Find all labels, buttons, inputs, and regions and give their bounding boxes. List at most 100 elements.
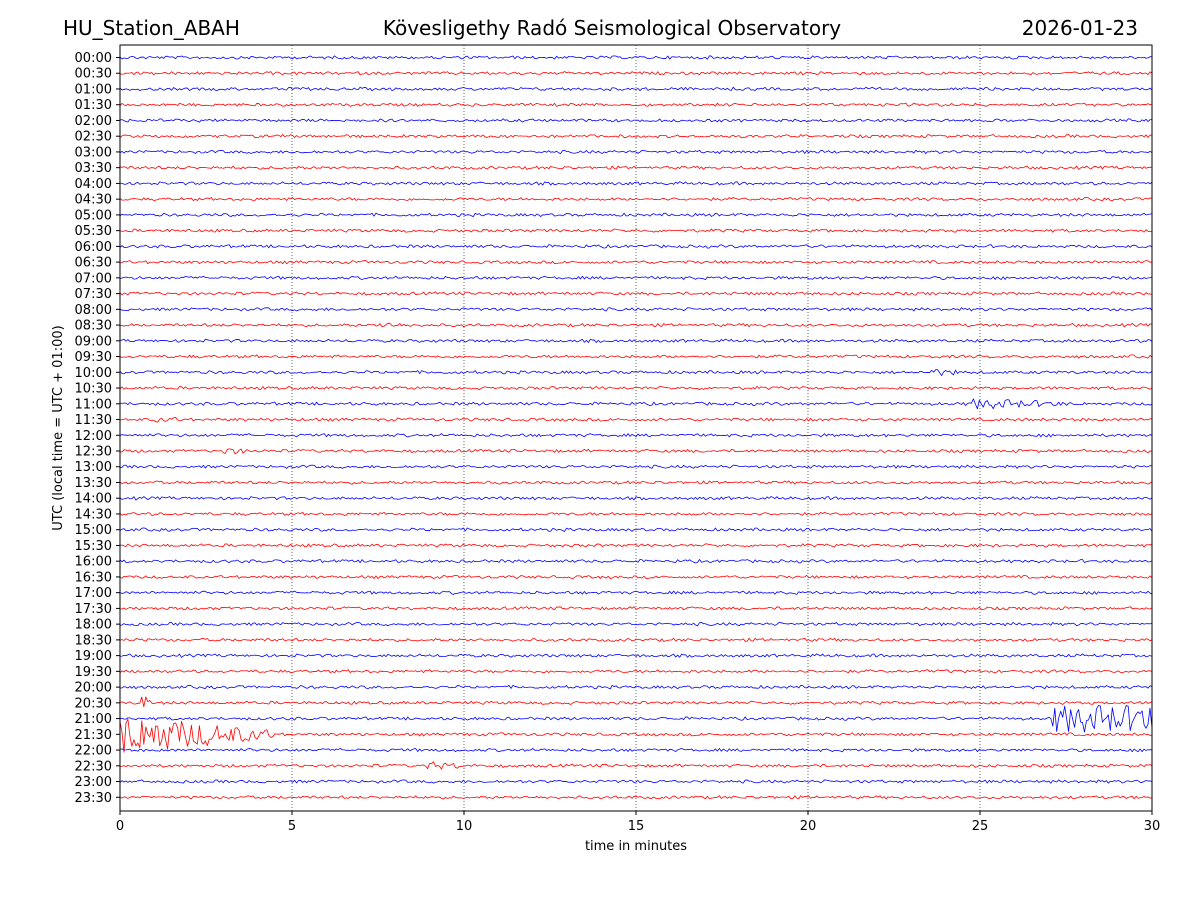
trace-07:00 — [119, 275, 1153, 281]
y-tick-label-05:30: 05:30 — [75, 224, 112, 239]
trace-17:00 — [119, 590, 1153, 595]
trace-10:00 — [119, 369, 1153, 376]
trace-21:30 — [119, 718, 1153, 753]
trace-19:00 — [119, 653, 1153, 658]
y-tick-label-14:00: 14:00 — [75, 492, 112, 507]
trace-02:30 — [119, 134, 1153, 139]
y-tick-label-21:00: 21:00 — [75, 712, 112, 727]
y-tick-label-07:00: 07:00 — [75, 271, 112, 286]
y-tick-label-01:00: 01:00 — [75, 82, 112, 97]
y-ticks: 00:0000:3001:0001:3002:0002:3003:0003:30… — [75, 51, 120, 806]
y-tick-label-16:30: 16:30 — [75, 570, 112, 585]
y-tick-label-23:30: 23:30 — [75, 791, 112, 806]
trace-07:30 — [119, 291, 1153, 296]
y-tick-label-00:30: 00:30 — [75, 67, 112, 82]
y-tick-label-12:30: 12:30 — [75, 445, 112, 460]
x-tick-label-20: 20 — [800, 819, 817, 834]
y-tick-label-11:00: 11:00 — [75, 397, 112, 412]
trace-19:30 — [119, 669, 1153, 674]
trace-14:00 — [119, 496, 1153, 501]
observatory-title: Kövesligethy Radó Seismological Observat… — [383, 16, 841, 40]
y-tick-label-08:00: 08:00 — [75, 303, 112, 318]
grid-lines — [291, 45, 981, 811]
date-title: 2026-01-23 — [1022, 16, 1138, 40]
trace-15:30 — [119, 543, 1153, 548]
y-tick-label-00:00: 00:00 — [75, 51, 112, 66]
y-tick-label-15:00: 15:00 — [75, 523, 112, 538]
station-title: HU_Station_ABAH — [63, 16, 240, 40]
trace-05:00 — [119, 212, 1153, 218]
y-tick-label-05:00: 05:00 — [75, 208, 112, 223]
trace-22:00 — [119, 748, 1153, 753]
y-tick-label-13:30: 13:30 — [75, 476, 112, 491]
trace-20:30 — [119, 696, 1153, 708]
trace-16:00 — [119, 559, 1153, 564]
trace-13:30 — [119, 480, 1153, 485]
trace-20:00 — [119, 684, 1153, 690]
trace-13:00 — [119, 464, 1153, 469]
y-tick-label-15:30: 15:30 — [75, 539, 112, 554]
y-tick-label-12:00: 12:00 — [75, 429, 112, 444]
trace-23:00 — [119, 779, 1153, 784]
y-tick-label-14:30: 14:30 — [75, 507, 112, 522]
traces — [119, 55, 1153, 800]
y-tick-label-17:00: 17:00 — [75, 586, 112, 601]
y-tick-label-19:00: 19:00 — [75, 649, 112, 664]
trace-00:30 — [119, 71, 1153, 76]
trace-09:00 — [119, 338, 1153, 343]
y-tick-label-13:00: 13:00 — [75, 460, 112, 475]
trace-23:30 — [119, 795, 1153, 800]
x-axis-label: time in minutes — [585, 839, 687, 854]
trace-06:00 — [119, 244, 1153, 249]
y-tick-label-02:30: 02:30 — [75, 130, 112, 145]
y-tick-label-23:00: 23:00 — [75, 775, 112, 790]
y-tick-label-04:30: 04:30 — [75, 193, 112, 208]
x-tick-label-10: 10 — [456, 819, 473, 834]
trace-00:00 — [119, 55, 1153, 60]
trace-08:00 — [119, 307, 1153, 312]
trace-17:30 — [119, 606, 1153, 611]
x-ticks: 0 5 10 15 20 25 30 — [116, 811, 1160, 834]
trace-18:30 — [119, 637, 1153, 643]
trace-03:30 — [119, 165, 1153, 170]
y-axis-label: UTC (local time = UTC + 01:00) — [51, 325, 66, 530]
trace-21:00 — [119, 705, 1153, 733]
trace-03:00 — [119, 149, 1153, 155]
y-tick-label-09:00: 09:00 — [75, 334, 112, 349]
y-tick-label-03:00: 03:00 — [75, 145, 112, 160]
trace-16:30 — [119, 574, 1153, 580]
y-tick-label-02:00: 02:00 — [75, 114, 112, 129]
y-tick-label-11:30: 11:30 — [75, 413, 112, 428]
x-tick-label-25: 25 — [972, 819, 989, 834]
trace-15:00 — [119, 527, 1153, 532]
y-tick-label-18:00: 18:00 — [75, 618, 112, 633]
y-tick-label-20:00: 20:00 — [75, 681, 112, 696]
y-tick-label-10:00: 10:00 — [75, 366, 112, 381]
trace-10:30 — [119, 385, 1153, 391]
y-tick-label-19:30: 19:30 — [75, 665, 112, 680]
trace-22:30 — [119, 761, 1153, 770]
trace-04:30 — [119, 196, 1153, 202]
y-tick-label-21:30: 21:30 — [75, 728, 112, 743]
y-tick-label-22:00: 22:00 — [75, 744, 112, 759]
y-tick-label-01:30: 01:30 — [75, 98, 112, 113]
trace-12:30 — [119, 448, 1153, 455]
y-tick-label-06:00: 06:00 — [75, 240, 112, 255]
y-tick-label-10:30: 10:30 — [75, 382, 112, 397]
y-tick-label-17:30: 17:30 — [75, 602, 112, 617]
y-tick-label-07:30: 07:30 — [75, 287, 112, 302]
y-tick-label-03:30: 03:30 — [75, 161, 112, 176]
x-tick-label-15: 15 — [628, 819, 645, 834]
trace-14:30 — [119, 511, 1153, 516]
trace-18:00 — [119, 622, 1153, 627]
trace-06:30 — [119, 260, 1153, 265]
trace-09:30 — [119, 354, 1153, 359]
trace-11:30 — [119, 416, 1153, 423]
y-tick-label-04:00: 04:00 — [75, 177, 112, 192]
trace-01:00 — [119, 86, 1153, 92]
trace-04:00 — [119, 181, 1153, 186]
y-tick-label-18:30: 18:30 — [75, 633, 112, 648]
y-tick-label-22:30: 22:30 — [75, 759, 112, 774]
trace-08:30 — [119, 322, 1153, 328]
